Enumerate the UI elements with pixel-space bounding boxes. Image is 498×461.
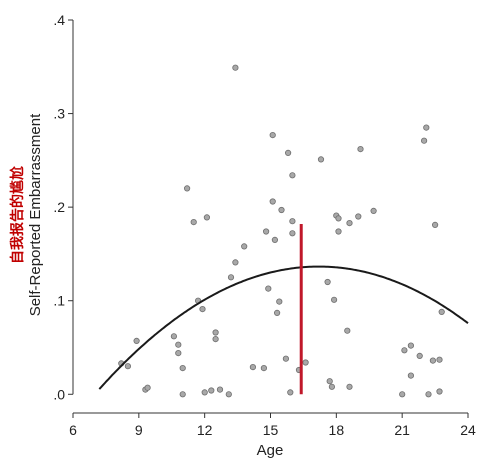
y-tick-label: .2 — [53, 199, 65, 215]
data-point — [431, 221, 439, 228]
data-point — [179, 364, 186, 372]
data-point — [260, 364, 267, 372]
plot-area — [118, 64, 445, 398]
data-point — [346, 220, 353, 227]
data-point — [436, 356, 443, 363]
data-point — [144, 384, 151, 391]
data-point — [262, 228, 270, 235]
data-point — [399, 391, 406, 398]
data-point — [328, 383, 335, 390]
x-tick-label: 21 — [394, 422, 410, 438]
data-point — [355, 213, 362, 220]
x-tick-label: 18 — [329, 422, 345, 438]
data-point — [276, 298, 283, 305]
data-point — [241, 243, 248, 250]
data-point — [184, 185, 191, 192]
data-point — [287, 389, 294, 396]
y-tick-label: .1 — [53, 293, 65, 309]
data-point — [370, 207, 377, 214]
data-point — [216, 386, 224, 393]
data-point — [289, 230, 296, 237]
data-point — [212, 329, 219, 336]
x-tick-label: 9 — [135, 422, 143, 438]
data-point — [282, 355, 289, 362]
y-axis-annotation-cn: 自我报告的尴尬 — [9, 166, 26, 264]
data-point — [124, 363, 132, 370]
data-point — [407, 372, 414, 379]
data-point — [324, 278, 331, 286]
data-point — [199, 305, 206, 313]
data-point — [401, 347, 408, 354]
data-point — [346, 383, 353, 390]
x-axis-title: Age — [257, 442, 284, 459]
data-point — [269, 132, 276, 139]
data-point — [179, 391, 186, 398]
data-point — [420, 137, 428, 144]
data-point — [232, 64, 239, 71]
x-tick-label: 15 — [263, 422, 279, 438]
data-point — [289, 172, 296, 179]
data-point — [212, 335, 219, 343]
data-point — [335, 215, 342, 222]
data-point — [227, 274, 235, 281]
data-point — [265, 285, 272, 292]
data-point — [438, 308, 445, 315]
axes: 6 9 12 15 18 21 24 .0 .1 .2 .3 .4 — [53, 12, 476, 438]
data-point — [407, 342, 414, 349]
data-point — [284, 149, 292, 156]
data-point — [326, 378, 333, 385]
data-point — [271, 236, 278, 243]
x-tick-label: 12 — [197, 422, 213, 438]
data-point — [201, 389, 208, 396]
data-point — [289, 218, 296, 225]
data-point — [170, 333, 177, 340]
data-point — [208, 387, 215, 394]
data-point — [436, 388, 443, 395]
data-point — [278, 206, 285, 214]
data-point — [232, 259, 239, 266]
data-point — [357, 146, 364, 153]
data-point — [317, 156, 325, 163]
data-point — [330, 296, 338, 303]
data-point — [429, 357, 436, 364]
data-point — [225, 391, 232, 398]
data-point — [423, 124, 430, 131]
data-point — [344, 327, 351, 334]
y-tick-label: .3 — [53, 106, 65, 122]
data-point — [175, 341, 182, 348]
data-point — [416, 352, 423, 359]
data-point — [203, 214, 210, 221]
data-point — [190, 219, 197, 226]
data-point — [425, 391, 432, 398]
y-tick-label: .0 — [53, 386, 65, 402]
x-tick-label: 6 — [69, 422, 77, 438]
data-point — [302, 359, 309, 366]
data-point — [249, 363, 256, 371]
data-point — [269, 198, 276, 205]
data-point — [335, 228, 342, 235]
data-point — [273, 309, 281, 316]
quadratic-fit-curve — [98, 265, 469, 390]
x-tick-label: 24 — [460, 422, 476, 438]
y-tick-label: .4 — [53, 12, 65, 28]
data-point — [133, 337, 140, 344]
y-axis-title: Self-Reported Embarrassment — [27, 113, 44, 316]
data-point — [175, 349, 182, 357]
